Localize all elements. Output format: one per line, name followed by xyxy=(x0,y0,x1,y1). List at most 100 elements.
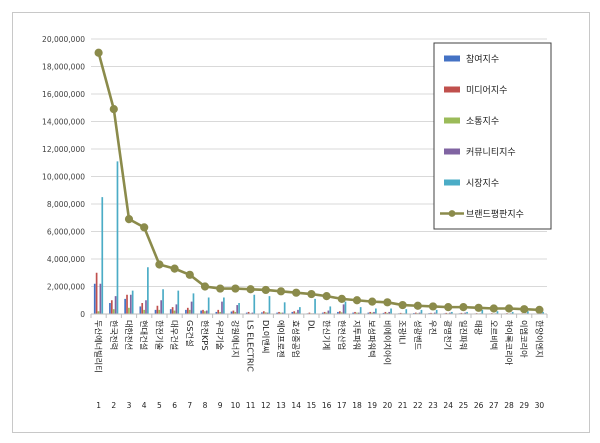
bar xyxy=(126,294,128,314)
x-category-label: 이엠코리아 xyxy=(519,320,529,358)
legend-label: 커뮤니티지수 xyxy=(466,147,516,158)
y-tick-label: 20,000,000 xyxy=(42,35,85,44)
x-rank-label: 24 xyxy=(443,401,453,410)
x-category-label: 하이록코리아 xyxy=(504,320,514,366)
bar xyxy=(511,311,514,314)
bar xyxy=(145,300,147,314)
bar xyxy=(204,311,206,314)
legend-label: 소통지수 xyxy=(466,116,499,127)
bar xyxy=(430,312,432,314)
bar xyxy=(337,311,339,314)
line-point xyxy=(398,300,407,310)
bar xyxy=(116,161,119,314)
y-tick-label: 18,000,000 xyxy=(42,63,85,72)
bar xyxy=(101,197,104,314)
bar xyxy=(215,311,218,314)
x-rank-label: 6 xyxy=(172,401,177,410)
line-point xyxy=(413,301,422,310)
line-point xyxy=(170,264,179,273)
x-rank-label: 18 xyxy=(352,401,362,410)
bar xyxy=(338,311,341,314)
bar xyxy=(323,311,326,314)
x-category-label: 우리기술 xyxy=(215,320,225,351)
bar xyxy=(238,303,240,314)
line-point xyxy=(185,270,194,279)
line-point xyxy=(352,296,362,305)
bar xyxy=(388,311,391,314)
line-point xyxy=(474,303,483,312)
bar xyxy=(399,312,402,314)
legend-swatch xyxy=(444,86,460,93)
x-rank-label: 13 xyxy=(276,401,286,410)
bar xyxy=(384,311,387,314)
bar xyxy=(325,312,328,314)
bar xyxy=(299,307,301,314)
x-category-label: 대우건설 xyxy=(170,320,180,350)
bar xyxy=(308,312,311,314)
bar xyxy=(314,298,316,314)
bar xyxy=(405,309,408,314)
bar xyxy=(542,311,544,314)
bar xyxy=(369,311,372,314)
x-rank-label: 1 xyxy=(96,401,101,410)
bar xyxy=(124,298,126,314)
bar xyxy=(433,312,436,314)
bar xyxy=(382,312,385,314)
bar xyxy=(352,312,354,314)
x-rank-label: 11 xyxy=(246,401,256,410)
bar xyxy=(451,311,453,314)
line-point xyxy=(109,105,118,114)
x-category-label: 한국전력 xyxy=(109,320,119,350)
bar xyxy=(110,300,113,314)
bar xyxy=(496,311,499,314)
bar xyxy=(283,302,286,314)
x-rank-label: 29 xyxy=(519,401,529,410)
x-category-label: 한전산업 xyxy=(337,320,347,350)
bar xyxy=(261,312,263,314)
x-category-label: 조광ILI xyxy=(398,320,408,344)
x-category-label: 우진 xyxy=(428,320,438,335)
x-category-label: LS ELECTRIC xyxy=(246,320,256,372)
line-point xyxy=(292,288,301,297)
bar xyxy=(527,311,529,314)
line-point xyxy=(216,284,225,293)
x-category-label: 현대건설 xyxy=(139,320,149,350)
y-tick-label: 10,000,000 xyxy=(42,173,85,182)
x-rank-label: 4 xyxy=(142,401,147,410)
y-tick-label: 2,000,000 xyxy=(47,283,85,292)
x-rank-label: 27 xyxy=(489,401,499,410)
line-point xyxy=(383,298,392,307)
x-category-label: GS건설 xyxy=(185,320,195,347)
bar xyxy=(139,306,142,314)
bar xyxy=(158,309,161,314)
bar xyxy=(344,301,347,314)
bar xyxy=(217,309,220,314)
bar xyxy=(160,300,163,314)
x-rank-label: 15 xyxy=(307,401,317,410)
bar xyxy=(435,309,438,314)
bar xyxy=(262,311,265,314)
bar xyxy=(278,311,280,314)
x-rank-label: 23 xyxy=(428,401,438,410)
x-category-label: 한양이엔지 xyxy=(534,320,544,358)
y-tick-label: 6,000,000 xyxy=(47,228,85,237)
bar xyxy=(445,312,448,314)
bar xyxy=(185,309,187,314)
y-tick-label: 16,000,000 xyxy=(42,90,85,99)
line-point xyxy=(489,304,498,313)
bar xyxy=(192,293,195,314)
bar xyxy=(386,312,389,314)
line-point xyxy=(200,282,210,291)
bar xyxy=(327,310,330,314)
legend-swatch xyxy=(444,55,460,62)
bar xyxy=(99,283,102,314)
bar xyxy=(143,309,145,314)
y-tick-label: 12,000,000 xyxy=(42,145,85,154)
bar xyxy=(156,305,159,314)
x-category-label: 에이프로젠 xyxy=(276,320,286,358)
x-rank-label: 9 xyxy=(218,401,223,410)
x-category-label: 강원에너지 xyxy=(230,320,240,358)
x-category-label: DL xyxy=(306,320,316,331)
x-category-label: 한신기계 xyxy=(322,320,332,350)
